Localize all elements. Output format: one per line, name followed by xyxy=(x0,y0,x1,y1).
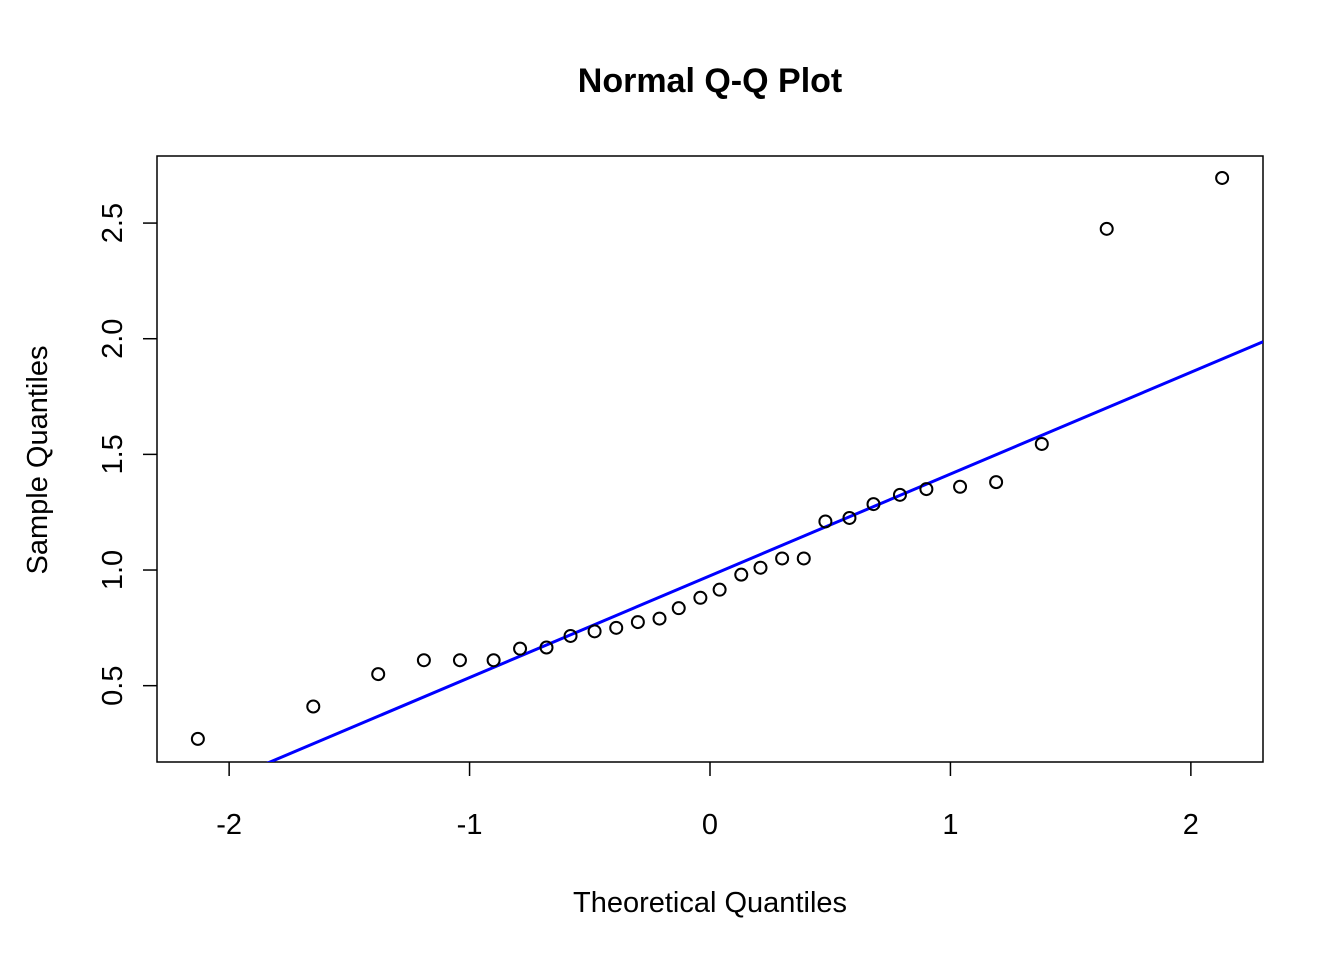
data-point xyxy=(919,482,934,497)
x-tick-label: -2 xyxy=(216,809,242,841)
x-tick-label: 0 xyxy=(702,809,718,841)
data-point xyxy=(866,497,881,512)
y-axis-label: Sample Quantiles xyxy=(22,346,54,575)
data-point xyxy=(734,567,749,582)
plot-area: -2 -1 0 1 2 0.5 1.0 1.5 2.0 2.5 xyxy=(97,155,1264,841)
data-point xyxy=(190,731,205,746)
x-tick-label: 2 xyxy=(1183,809,1199,841)
data-point xyxy=(513,641,528,656)
x-axis-label: Theoretical Quantiles xyxy=(573,887,847,919)
data-point xyxy=(818,514,833,529)
y-tick-label: 2.0 xyxy=(97,319,129,359)
data-point xyxy=(371,667,386,682)
data-point xyxy=(953,479,968,494)
data-point xyxy=(630,615,645,630)
y-tick-label: 2.5 xyxy=(97,203,129,243)
data-point xyxy=(693,590,708,605)
data-point xyxy=(587,624,602,639)
data-point xyxy=(671,601,686,616)
data-point xyxy=(609,620,624,635)
data-point xyxy=(892,487,907,502)
data-point xyxy=(306,699,321,714)
data-point xyxy=(775,551,790,566)
data-point xyxy=(416,653,431,668)
data-point xyxy=(486,653,501,668)
data-point xyxy=(539,640,554,655)
data-point xyxy=(796,551,811,566)
x-tick-label: -1 xyxy=(457,809,483,841)
data-point xyxy=(1034,436,1049,451)
chart-title: Normal Q-Q Plot xyxy=(578,62,842,100)
data-point xyxy=(452,653,467,668)
data-point xyxy=(842,510,857,525)
data-point xyxy=(563,628,578,643)
data-point xyxy=(1099,221,1114,236)
data-point xyxy=(1215,170,1230,185)
data-point xyxy=(652,611,667,626)
data-point xyxy=(753,560,768,575)
y-tick-label: 1.0 xyxy=(97,550,129,590)
data-point xyxy=(989,475,1004,490)
reference-line xyxy=(266,340,1263,762)
y-tick-label: 0.5 xyxy=(97,666,129,706)
x-tick-label: 1 xyxy=(942,809,958,841)
y-tick-label: 1.5 xyxy=(97,434,129,474)
plot-frame xyxy=(156,155,1264,763)
data-point xyxy=(712,582,727,597)
